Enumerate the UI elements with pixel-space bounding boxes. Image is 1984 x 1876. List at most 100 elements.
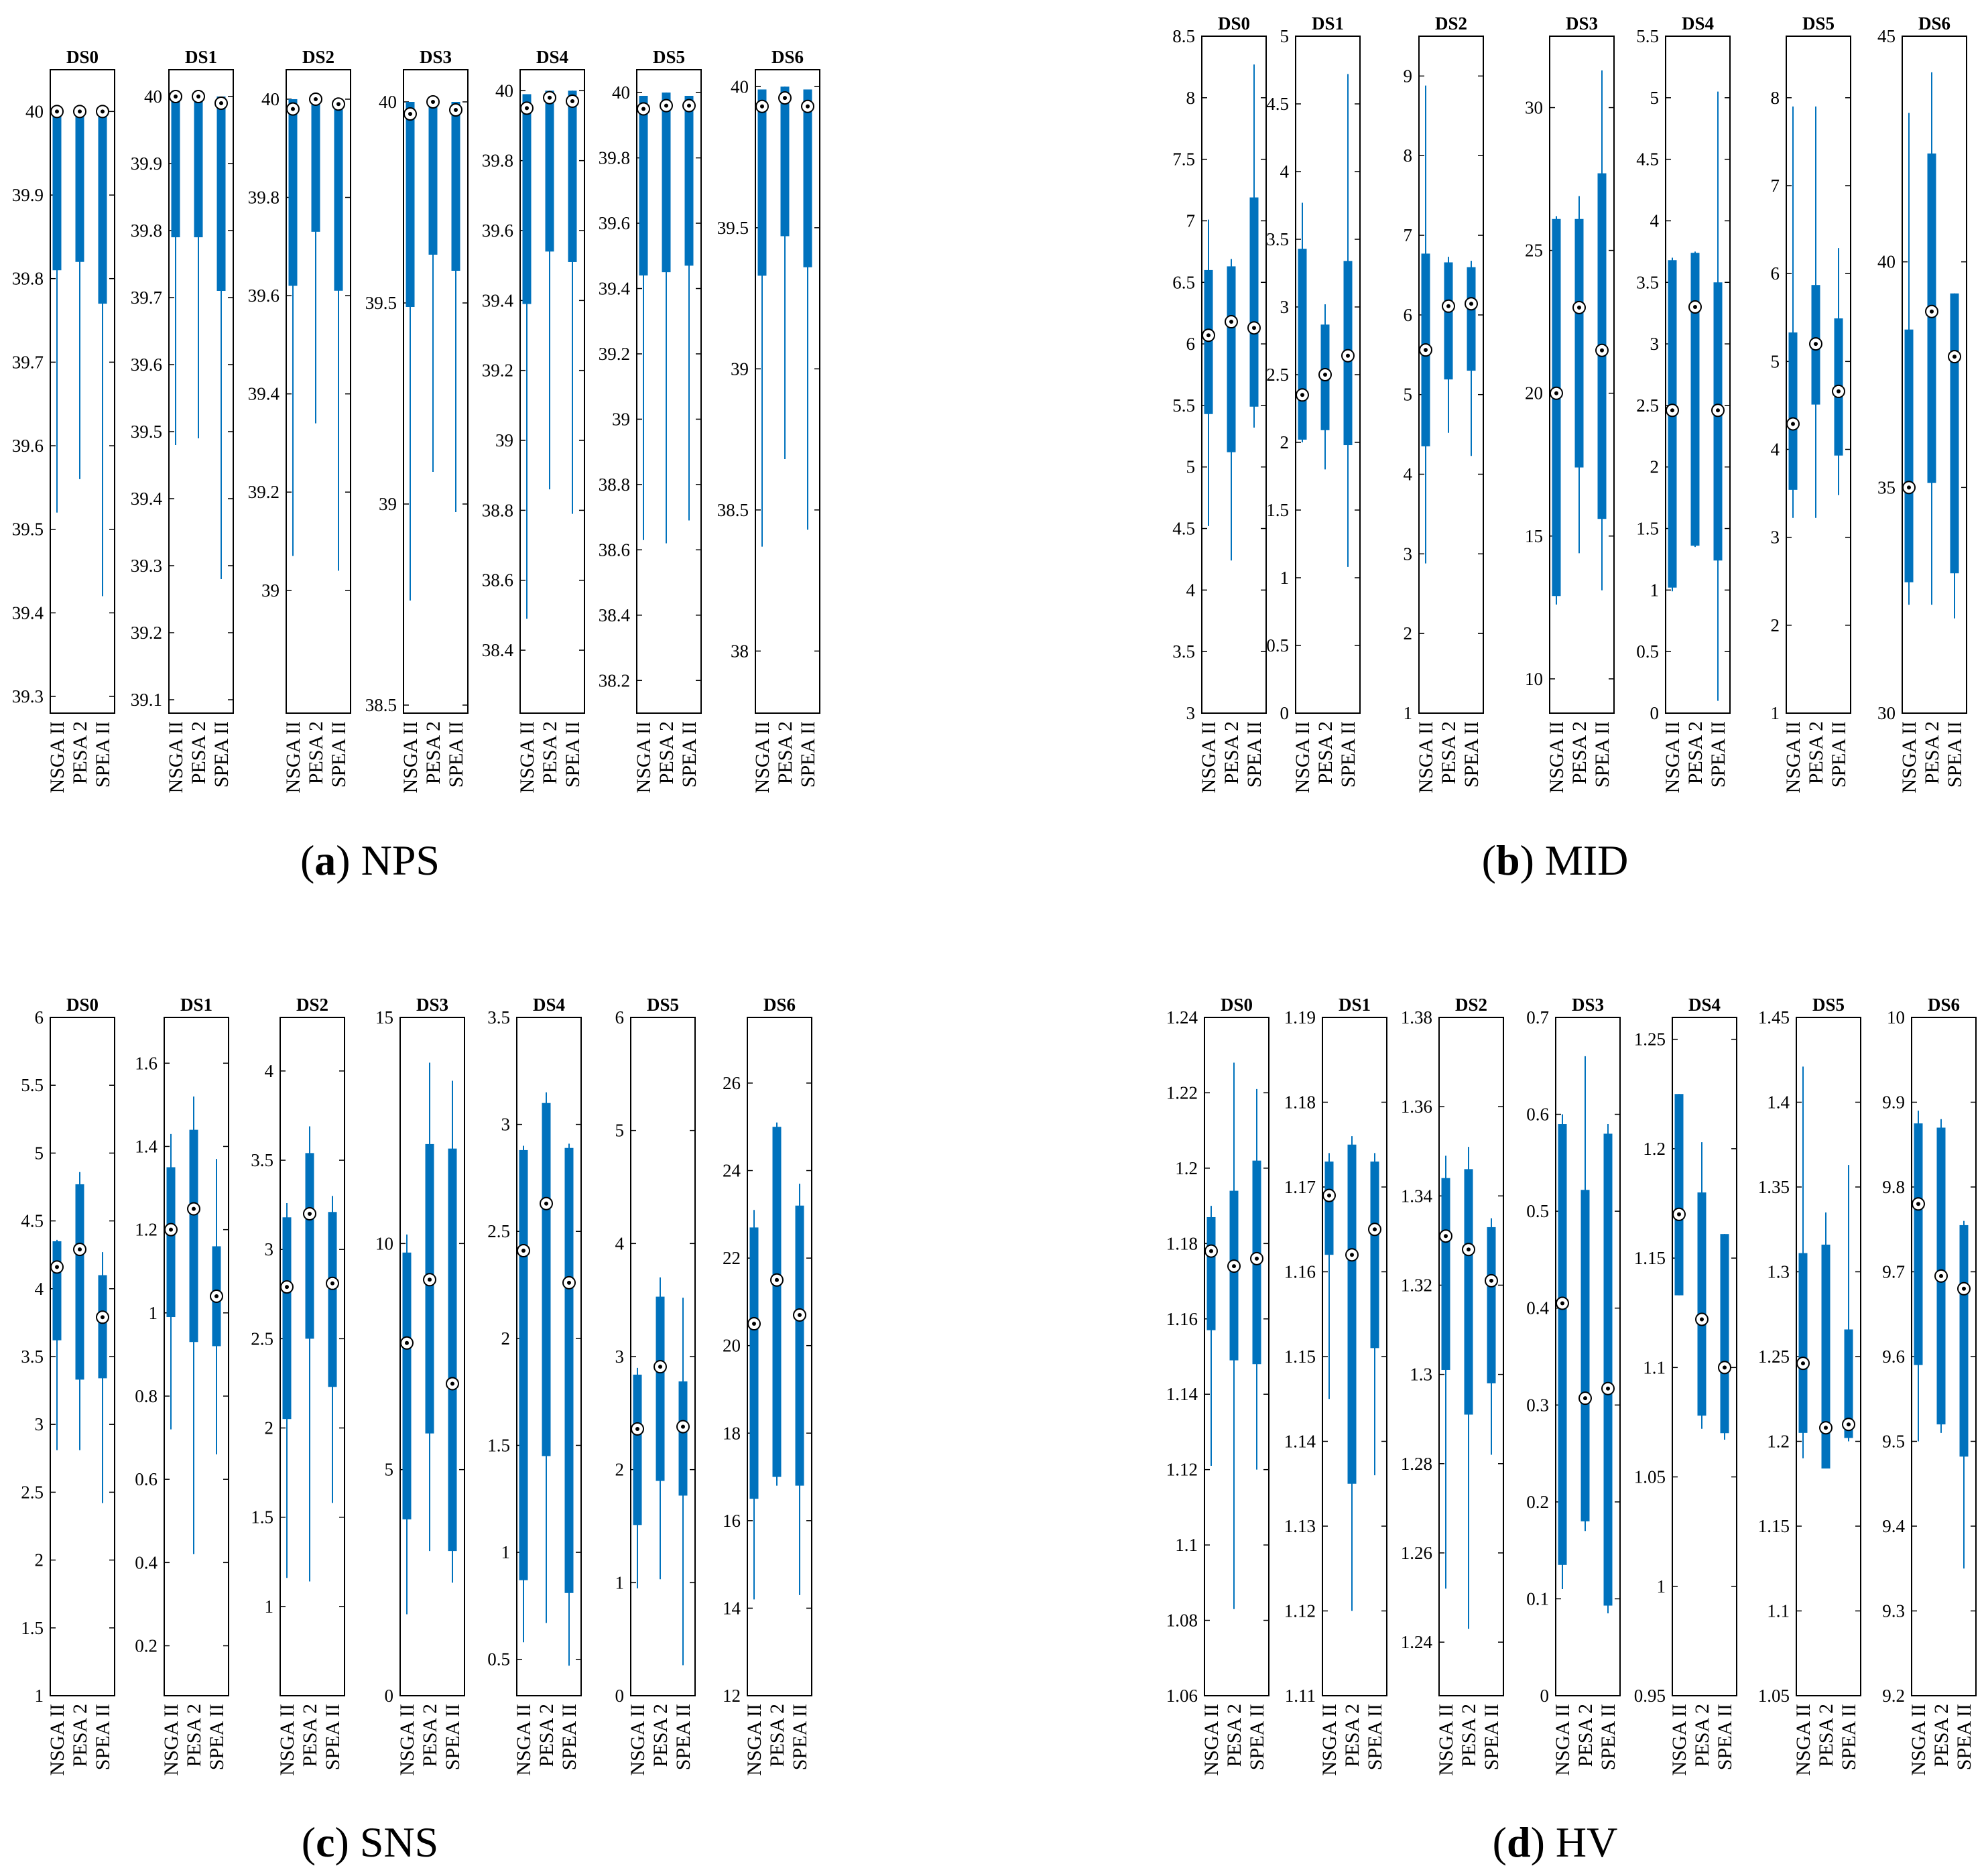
- y-tick-label: 39: [731, 359, 749, 379]
- y-tick-label: 1.14: [1284, 1432, 1316, 1452]
- median-dot: [196, 95, 200, 99]
- box-spea-ii: [566, 90, 579, 514]
- box-pesa-2: [654, 1277, 667, 1580]
- y-tick-label: 39: [261, 580, 280, 601]
- median-dot: [431, 100, 435, 104]
- y-tick-label: 0.5: [1266, 635, 1289, 655]
- category-label: PESA 2: [1574, 1704, 1597, 1767]
- category-label: NSGA II: [1200, 1704, 1223, 1776]
- y-tick-label: 26: [723, 1073, 741, 1093]
- category-label: SPEA II: [210, 721, 233, 788]
- y-tick-label: 9.4: [1882, 1516, 1905, 1536]
- category-label: PESA 2: [1691, 1704, 1713, 1767]
- y-tick-label: 5: [1186, 457, 1196, 477]
- caption-paren-open: (: [302, 1818, 316, 1866]
- y-tick-label: 2.5: [21, 1482, 44, 1502]
- iqr-box: [1798, 1253, 1808, 1433]
- y-tick-label: 4: [35, 1279, 44, 1299]
- median-dot: [1327, 1193, 1331, 1198]
- y-tick-label: 0: [1280, 703, 1290, 723]
- category-label: SPEA II: [1828, 721, 1850, 788]
- panel-title: DS4: [1688, 995, 1721, 1015]
- category-label: SPEA II: [678, 721, 700, 788]
- panel-frame: [636, 69, 702, 714]
- panel-frame: [1201, 36, 1267, 714]
- median-dot: [760, 104, 764, 109]
- category-label: SPEA II: [562, 721, 584, 788]
- y-tick-label: 9.5: [1882, 1432, 1905, 1452]
- y-tick-label: 16: [723, 1511, 741, 1531]
- caption-letter: b: [1496, 836, 1520, 884]
- y-tick-label: 3: [1186, 703, 1196, 723]
- panel-title: DS2: [302, 47, 334, 67]
- y-tick-label: 8.5: [1172, 26, 1195, 46]
- y-tick-label: 39.6: [131, 355, 162, 375]
- y-tick-label: 1.05: [1634, 1467, 1666, 1487]
- iqr-box: [1950, 293, 1959, 574]
- caption-letter: d: [1507, 1818, 1531, 1866]
- category-label: NSGA II: [513, 1704, 535, 1776]
- box-spea-ii: [1718, 1234, 1731, 1440]
- panel-ds6: DS6 38 38.5 39 39.5 40 NSGA II PESA 2 SPEA II: [717, 47, 820, 794]
- y-tick-label: 4: [615, 1233, 625, 1253]
- box-spea-ii: [1250, 1088, 1263, 1470]
- panel-frame: [747, 1017, 812, 1696]
- y-tick-label: 3.5: [487, 1007, 510, 1027]
- box-nsga-ii: [50, 105, 64, 513]
- category-label: NSGA II: [46, 721, 68, 794]
- median-dot: [1930, 309, 1934, 314]
- iqr-box: [749, 1227, 759, 1499]
- y-tick-label: 1: [1404, 703, 1413, 723]
- category-label: SPEA II: [1337, 721, 1359, 788]
- y-tick-label: 4: [1404, 464, 1413, 485]
- box-spea-ii: [1842, 1165, 1855, 1442]
- y-tick-label: 1: [149, 1303, 158, 1323]
- y-tick-label: 0.4: [1526, 1298, 1549, 1318]
- caption-paren-close: ): [1531, 1818, 1545, 1866]
- y-tick-label: 39.9: [131, 153, 162, 174]
- panel-ds0: DS0 1.06 1.08 1.1 1.12 1.14 1.16 1.18 1.2 1.22 1.2…: [1166, 995, 1269, 1776]
- box-spea-ii: [449, 102, 462, 512]
- category-label: PESA 2: [1438, 721, 1460, 784]
- box-spea-ii: [1247, 64, 1261, 428]
- y-tick-label: 2.5: [1636, 395, 1659, 416]
- y-tick-label: 1.5: [251, 1507, 273, 1527]
- category-label: NSGA II: [1546, 721, 1568, 794]
- category-label: PESA 2: [766, 1704, 788, 1767]
- category-label: SPEA II: [1944, 721, 1966, 788]
- panel-ds6: DS6 9.2 9.3 9.4 9.5 9.6 9.7 9.8 9.9 10 NSGA II PESA…: [1882, 995, 1977, 1776]
- panel-ds3: DS3 10 15 20 25 30 NSGA II PESA 2 SPEA II: [1525, 13, 1615, 794]
- category-label: NSGA II: [1898, 721, 1920, 794]
- y-tick-label: 39.4: [131, 489, 163, 509]
- iqr-box: [1204, 269, 1213, 414]
- y-tick-label: 3.5: [21, 1347, 44, 1367]
- category-label: NSGA II: [1792, 1704, 1814, 1776]
- category-label: PESA 2: [1568, 721, 1591, 784]
- y-tick-label: 39.8: [482, 151, 513, 171]
- iqr-box: [1227, 266, 1236, 452]
- y-tick-label: 5.5: [21, 1075, 44, 1095]
- iqr-box: [1249, 197, 1259, 407]
- category-label: NSGA II: [1662, 721, 1684, 794]
- category-label: PESA 2: [1223, 1704, 1245, 1767]
- median-dot: [408, 112, 412, 116]
- panel-title: DS3: [420, 47, 452, 67]
- panel-ds1: DS1 0.2 0.4 0.6 0.8 1 1.2 1.4 1.6 NSGA II PESA 2 SP…: [135, 995, 229, 1776]
- category-label: NSGA II: [1415, 721, 1437, 794]
- y-tick-label: 0: [615, 1686, 625, 1706]
- iqr-box: [1844, 1329, 1853, 1438]
- median-dot: [174, 95, 178, 99]
- y-tick-label: 39.6: [482, 221, 513, 241]
- y-tick-label: 39.2: [131, 623, 162, 643]
- y-tick-label: 1.05: [1758, 1686, 1790, 1706]
- category-label: PESA 2: [774, 721, 796, 784]
- y-tick-label: 39.5: [12, 519, 44, 540]
- category-label: NSGA II: [1782, 721, 1804, 794]
- category-label: SPEA II: [442, 1704, 464, 1770]
- median-dot: [521, 1248, 525, 1253]
- caption-text: HV: [1545, 1818, 1617, 1866]
- median-dot: [1814, 342, 1818, 347]
- box-pesa-2: [660, 92, 673, 544]
- y-tick-label: 0.8: [135, 1386, 158, 1406]
